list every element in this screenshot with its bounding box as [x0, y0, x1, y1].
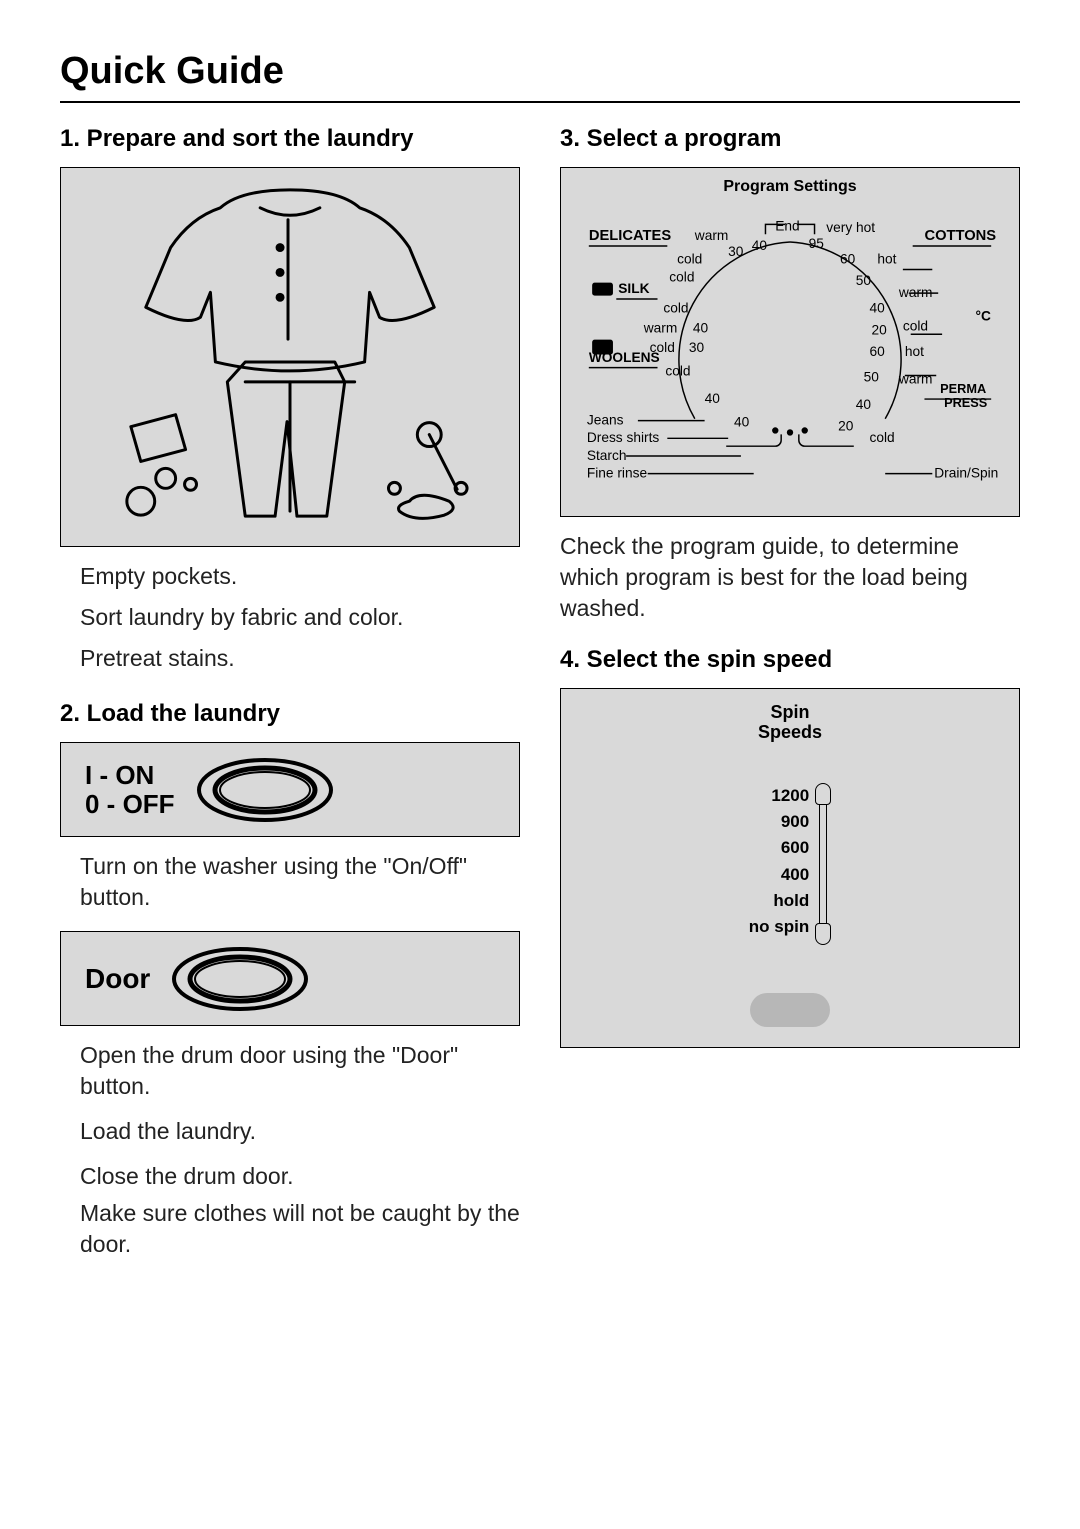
dial-br: Drain/Spin	[934, 466, 998, 481]
svg-text:warm: warm	[694, 228, 729, 243]
svg-text:cold: cold	[650, 340, 675, 355]
spin-slider-track	[815, 783, 831, 945]
svg-text:40: 40	[705, 391, 721, 406]
svg-text:60: 60	[869, 344, 885, 359]
svg-text:cold: cold	[869, 430, 894, 445]
svg-text:very hot: very hot	[826, 220, 875, 235]
svg-text:PRESS: PRESS	[944, 395, 987, 410]
spin-speed-panel: Spin Speeds 1200 900 600 400 hold no spi…	[560, 688, 1020, 1048]
step2-after-3: Make sure clothes will not be caught by …	[60, 1198, 520, 1260]
step1-heading: 1. Prepare and sort the laundry	[60, 125, 520, 153]
svg-text:warm: warm	[898, 371, 933, 386]
svg-text:60: 60	[840, 252, 856, 267]
svg-text:40: 40	[693, 320, 709, 335]
door-button-panel: Door	[60, 931, 520, 1026]
svg-text:cold: cold	[663, 301, 688, 316]
spin-slider-knob-bottom	[815, 923, 831, 945]
svg-text:30: 30	[728, 244, 744, 259]
spin-speed-labels: 1200 900 600 400 hold no spin	[749, 783, 809, 941]
door-label: Door	[85, 963, 150, 995]
svg-text:hot: hot	[905, 344, 924, 359]
svg-text:cold: cold	[903, 318, 928, 333]
spin-speed-0: 1200	[771, 783, 809, 809]
spin-speed-4: hold	[773, 888, 809, 914]
svg-text:20: 20	[871, 322, 887, 337]
svg-text:95: 95	[809, 236, 825, 251]
spin-speed-5: no spin	[749, 914, 809, 940]
svg-text:40: 40	[856, 397, 872, 412]
step1-line-1: Empty pockets.	[60, 561, 520, 592]
svg-text:cold: cold	[665, 364, 690, 379]
svg-text:warm: warm	[643, 320, 678, 335]
svg-text:40: 40	[752, 238, 768, 253]
step1-line-3: Pretreat stains.	[60, 643, 520, 674]
off-line: 0 - OFF	[85, 790, 175, 819]
spin-speed-3: 400	[781, 862, 809, 888]
dial-unit: °C	[975, 309, 990, 324]
step3-caption: Check the program guide, to determine wh…	[560, 531, 1020, 624]
program-dial-panel: Program Settings	[560, 167, 1020, 517]
svg-text:40: 40	[869, 301, 885, 316]
program-panel-title: Program Settings	[579, 178, 1001, 196]
spin-speed-2: 600	[781, 835, 809, 861]
svg-text:40: 40	[734, 415, 750, 430]
step4-heading: 4. Select the spin speed	[560, 646, 1020, 674]
onoff-caption: Turn on the washer using the "On/Off" bu…	[60, 851, 520, 913]
svg-text:warm: warm	[898, 285, 933, 300]
door-caption: Open the drum door using the "Door" butt…	[60, 1040, 520, 1102]
dial-cat-delicates: DELICATES	[589, 228, 672, 244]
dial-bl-2: Starch	[587, 448, 627, 463]
step3-heading: 3. Select a program	[560, 125, 1020, 153]
spin-speed-scale: 1200 900 600 400 hold no spin	[749, 783, 831, 945]
svg-text:End: End	[775, 218, 799, 233]
spin-panel-title: Spin Speeds	[758, 703, 822, 743]
laundry-illustration	[61, 168, 519, 546]
svg-text:20: 20	[838, 418, 854, 433]
on-line: I - ON	[85, 761, 175, 790]
spin-speed-1: 900	[781, 809, 809, 835]
svg-text:PERMA: PERMA	[940, 381, 986, 396]
dial-bl-1: Dress shirts	[587, 430, 660, 445]
dial-cat-silk: SILK	[618, 281, 649, 296]
svg-text:cold: cold	[669, 269, 694, 284]
onoff-label: I - ON 0 - OFF	[85, 761, 175, 818]
page-title: Quick Guide	[60, 50, 1020, 103]
spin-button-pill	[750, 993, 830, 1027]
dial-bl-3: Fine rinse	[587, 466, 648, 481]
onoff-button-panel: I - ON 0 - OFF	[60, 742, 520, 837]
dial-cat-cottons: COTTONS	[924, 228, 996, 244]
svg-text:50: 50	[856, 273, 872, 288]
program-dial-diagram: DELICATES SILK WOOLENS COTTONS PERMA PRE…	[579, 200, 1001, 500]
spin-slider-knob-top	[815, 783, 831, 805]
svg-text:cold: cold	[677, 252, 702, 267]
right-column: 3. Select a program Program Settings	[560, 125, 1020, 1267]
onoff-button-icon	[195, 756, 335, 824]
step1-illustration-panel	[60, 167, 520, 547]
dial-bl-0: Jeans	[587, 413, 624, 428]
left-column: 1. Prepare and sort the laundry	[60, 125, 520, 1267]
step2-after-2: Close the drum door.	[60, 1161, 520, 1192]
two-column-layout: 1. Prepare and sort the laundry	[60, 125, 1020, 1267]
svg-text:hot: hot	[877, 252, 896, 267]
door-button-icon	[170, 945, 310, 1013]
svg-text:30: 30	[689, 340, 705, 355]
svg-text:50: 50	[864, 369, 880, 384]
step1-line-2: Sort laundry by fabric and color.	[60, 602, 520, 633]
step2-heading: 2. Load the laundry	[60, 700, 520, 728]
step2-after-1: Load the laundry.	[60, 1116, 520, 1147]
